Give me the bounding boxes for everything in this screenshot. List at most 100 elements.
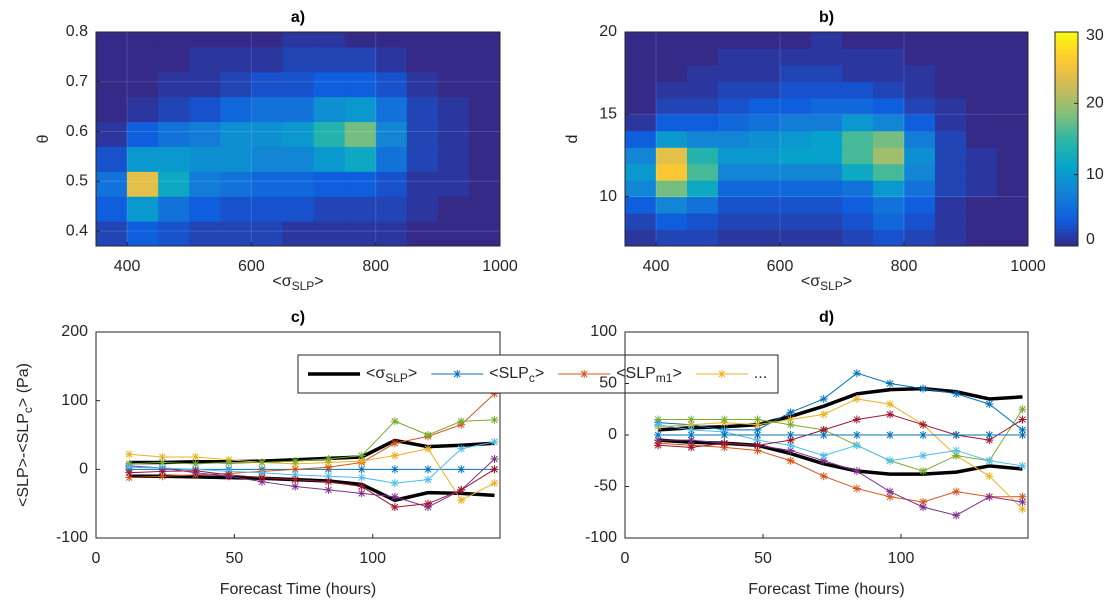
heat-cell <box>811 32 843 49</box>
heat-cell <box>625 229 657 247</box>
heat-cell <box>873 180 905 198</box>
heat-cell <box>935 196 967 214</box>
heat-cell <box>997 114 1029 132</box>
legend-label: <SLPc> <box>489 365 544 385</box>
heat-cell <box>127 96 159 123</box>
y-tick-label: 0.8 <box>66 23 88 40</box>
heat-cell <box>220 196 252 222</box>
y-tick-label: -50 <box>594 478 617 495</box>
x-axis-label: <σSLP> <box>801 273 852 293</box>
heat-cell <box>282 71 315 98</box>
x-tick-label: 800 <box>362 258 389 275</box>
point-marker <box>919 497 928 506</box>
colorbar-strip <box>1055 39 1078 44</box>
heat-cell <box>687 130 719 148</box>
colorbar-strip <box>1055 213 1078 218</box>
label-part: > <box>672 365 681 382</box>
point-marker <box>357 457 366 466</box>
heat-cell <box>718 48 750 66</box>
heat-cell <box>656 48 688 66</box>
panel-title: a) <box>291 9 305 26</box>
point-marker <box>952 431 961 439</box>
x-axis-label: Forecast Time (hours) <box>748 581 904 598</box>
heat-cell <box>375 46 408 73</box>
point-marker <box>753 425 762 434</box>
heat-cell <box>468 196 501 222</box>
point-marker <box>224 470 233 479</box>
heat-cell <box>625 130 657 148</box>
x-tick-label: 600 <box>767 258 794 275</box>
heat-cell <box>625 48 657 66</box>
heat-cell <box>468 32 501 48</box>
point-marker <box>424 444 433 453</box>
legend-label: <σSLP> <box>366 365 417 385</box>
label-part: SLP <box>292 279 315 293</box>
heat-cell <box>220 32 252 48</box>
heat-cell <box>313 71 346 98</box>
point-marker <box>753 436 762 445</box>
heat-cell <box>780 213 812 231</box>
series-line <box>658 439 1023 516</box>
point-marker <box>919 420 928 429</box>
heat-cell <box>251 221 283 247</box>
point-marker <box>654 420 663 429</box>
colorbar-strip <box>1055 67 1078 72</box>
heat-cell <box>842 229 874 247</box>
colorbar-strip <box>1055 203 1078 208</box>
heat-cell <box>811 114 843 132</box>
colorbar-strip <box>1055 71 1078 76</box>
heat-cell <box>437 196 470 222</box>
heat-cell <box>189 196 221 222</box>
heat-cell <box>344 196 377 222</box>
heat-cell <box>811 81 843 99</box>
heat-cell <box>966 64 998 82</box>
y-tick-label: 15 <box>599 106 617 123</box>
heat-cell <box>344 146 377 172</box>
point-marker <box>490 465 499 474</box>
y-tick-label: -100 <box>585 529 617 546</box>
x-tick-label: 1000 <box>1010 258 1046 275</box>
colorbar-strip <box>1055 117 1078 122</box>
point-marker <box>919 467 928 476</box>
x-tick-label: 50 <box>754 550 772 567</box>
point-marker <box>952 389 961 398</box>
point-marker <box>885 456 894 465</box>
heat-cell <box>189 96 221 123</box>
series-line <box>658 408 1023 472</box>
label-part: <σ <box>366 365 385 382</box>
heat-cell <box>158 46 190 73</box>
heat-cell <box>997 180 1029 198</box>
heat-cell <box>468 121 501 147</box>
heat-cell <box>935 97 967 115</box>
point-marker <box>490 479 499 488</box>
heat-cell <box>656 114 688 132</box>
point-marker <box>324 485 333 494</box>
point-marker <box>457 496 466 505</box>
heat-cell <box>687 64 719 82</box>
y-tick-label: 20 <box>599 23 617 40</box>
point-marker <box>919 503 928 512</box>
point-marker <box>390 439 399 448</box>
colorbar-strip <box>1055 231 1078 236</box>
heat-cell <box>873 32 905 49</box>
heat-cell <box>313 171 346 197</box>
heat-cell <box>656 130 688 148</box>
x-axis-label: Forecast Time (hours) <box>220 581 376 598</box>
heat-cell <box>282 171 315 197</box>
heat-cell <box>251 46 283 73</box>
heat-cell <box>189 121 221 147</box>
heat-cell <box>935 163 967 181</box>
point-marker <box>786 441 795 450</box>
heat-cell <box>718 64 750 82</box>
x-tick-label: 100 <box>888 550 915 567</box>
heat-cell <box>375 71 408 98</box>
colorbar-strip <box>1055 206 1078 211</box>
point-marker <box>885 487 894 496</box>
heat-cell <box>220 71 252 98</box>
label-part: c <box>21 407 35 413</box>
point-marker <box>258 477 267 486</box>
heat-cell <box>282 46 315 73</box>
colorbar-strip <box>1055 238 1078 243</box>
point-marker <box>919 451 928 460</box>
heat-cell <box>344 121 377 147</box>
